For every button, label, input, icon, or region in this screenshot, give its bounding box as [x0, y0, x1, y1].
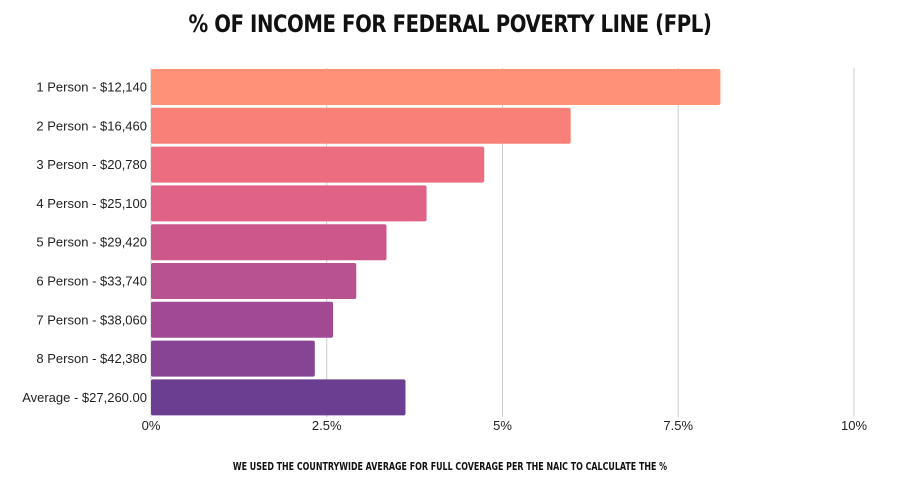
- x-tick-label: 0%: [142, 418, 161, 433]
- chart-title: % OF INCOME FOR FEDERAL POVERTY LINE (FP…: [188, 10, 712, 38]
- bar: [151, 69, 721, 105]
- bar: [151, 224, 387, 261]
- category-label: Average - $27,260.00: [22, 390, 147, 405]
- x-tick-label: 5%: [493, 418, 512, 433]
- category-labels: 1 Person - $12,140 2 Person - $16,460 3 Pe…: [22, 80, 147, 405]
- bar: [151, 263, 357, 299]
- category-label: 7 Person - $38,060: [36, 312, 147, 327]
- x-tick-label: 7.5%: [663, 418, 693, 433]
- bar: [151, 146, 485, 183]
- x-tick-label: 2.5%: [312, 418, 342, 433]
- bar: [151, 301, 334, 338]
- category-label: 2 Person - $16,460: [36, 118, 147, 133]
- bar: [151, 340, 315, 377]
- bar: [151, 107, 571, 144]
- x-axis-tick-labels: 0% 2.5% 5% 7.5% 10%: [142, 418, 868, 433]
- bars: [151, 69, 721, 416]
- category-label: 1 Person - $12,140: [36, 80, 147, 95]
- category-label: 5 Person - $29,420: [36, 235, 147, 250]
- x-tick-label: 10%: [841, 418, 867, 433]
- bar: [151, 379, 406, 416]
- category-label: 6 Person - $33,740: [36, 274, 147, 289]
- category-label: 8 Person - $42,380: [36, 351, 147, 366]
- category-label: 4 Person - $25,100: [36, 196, 147, 211]
- bar: [151, 185, 427, 222]
- chart-footnote: WE USED THE COUNTRYWIDE AVERAGE FOR FULL…: [232, 460, 668, 473]
- category-label: 3 Person - $20,780: [36, 157, 147, 172]
